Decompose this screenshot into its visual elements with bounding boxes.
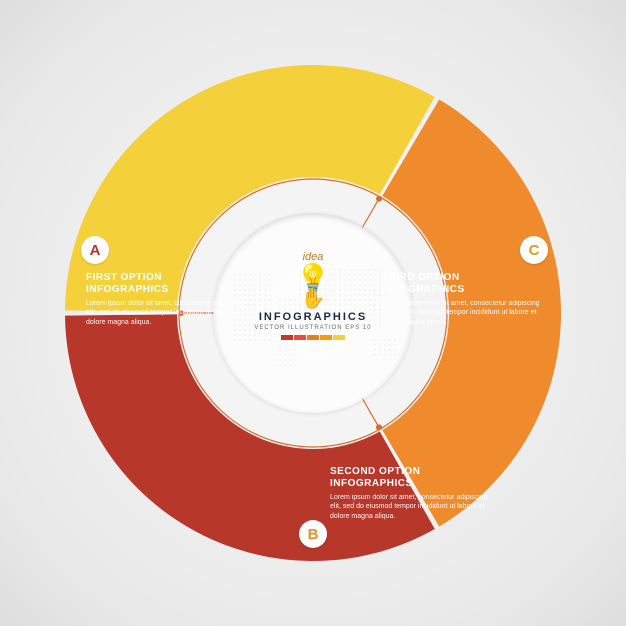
divider-line bbox=[362, 398, 380, 429]
swatch bbox=[320, 335, 332, 340]
badge-c: C bbox=[520, 236, 548, 264]
infographic-stage: { "canvas": { "width": 626, "height": 62… bbox=[0, 0, 626, 626]
section-c-subtitle: INFOGRAPHICS bbox=[382, 284, 465, 295]
section-c-body: Lorem ipsum dolor sit amet, consectetur … bbox=[382, 299, 542, 327]
divider-line bbox=[362, 197, 380, 228]
section-a-subtitle: INFOGRAPHICS bbox=[86, 284, 169, 295]
section-b-body: Lorem ipsum dolor sit amet, consectetur … bbox=[330, 493, 490, 521]
hand-icon: ✋ bbox=[233, 293, 393, 305]
brand-title: INFOGRAPHICS bbox=[233, 311, 393, 323]
badge-b-letter: B bbox=[308, 526, 319, 543]
badge-b: B bbox=[299, 520, 327, 548]
badge-c-letter: C bbox=[529, 242, 540, 259]
divider-dot bbox=[376, 424, 382, 430]
badge-a: A bbox=[81, 236, 109, 264]
idea-label: idea bbox=[233, 251, 393, 263]
section-a-body: Lorem ipsum dolor sit amet, consectetur … bbox=[86, 299, 246, 327]
section-b-title: SECOND OPTION bbox=[330, 466, 420, 477]
badge-a-letter: A bbox=[90, 242, 101, 259]
swatch-row bbox=[233, 335, 393, 340]
section-c-title: THIRD OPTION bbox=[382, 272, 460, 283]
section-b-text: SECOND OPTIONINFOGRAPHICS Lorem ipsum do… bbox=[330, 466, 490, 521]
swatch bbox=[333, 335, 345, 340]
section-a-text: FIRST OPTIONINFOGRAPHICS Lorem ipsum dol… bbox=[86, 272, 246, 327]
section-a-title: FIRST OPTION bbox=[86, 272, 162, 283]
section-b-subtitle: INFOGRAPHICS bbox=[330, 478, 413, 489]
swatch bbox=[281, 335, 293, 340]
brand-subline: VECTOR ILLUSTRATION EPS 10 bbox=[233, 325, 393, 331]
center-content: idea 💡 ✋ INFOGRAPHICS VECTOR ILLUSTRATIO… bbox=[233, 251, 393, 340]
swatch bbox=[307, 335, 319, 340]
swatch bbox=[294, 335, 306, 340]
divider-dot bbox=[376, 196, 382, 202]
section-c-text: THIRD OPTIONINFOGRAPHICS Lorem ipsum dol… bbox=[382, 272, 542, 327]
